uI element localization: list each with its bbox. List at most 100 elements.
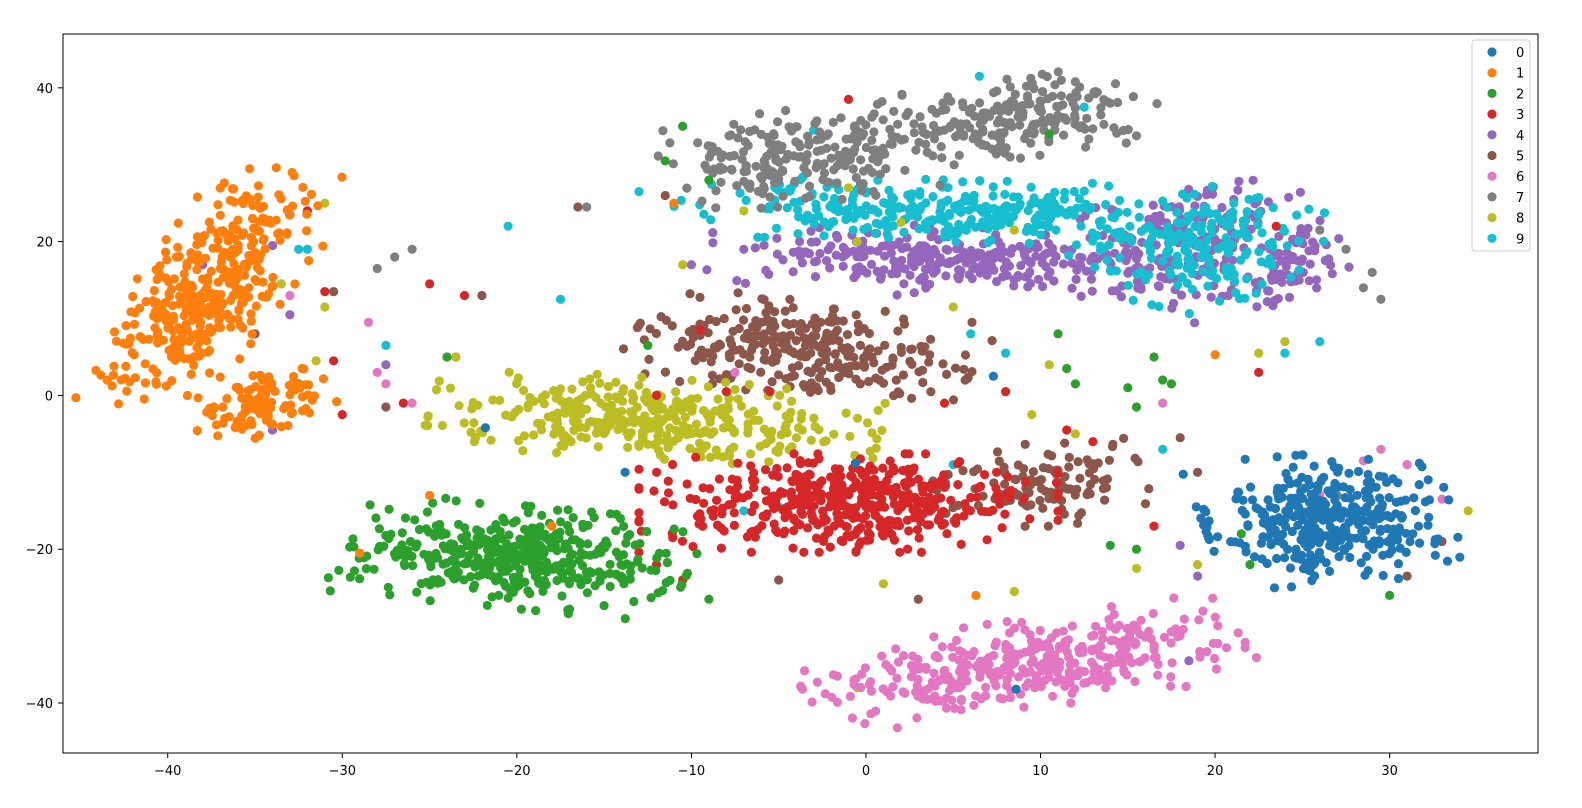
point (1417, 462, 1427, 472)
point (891, 644, 901, 654)
point (1069, 186, 1079, 197)
point (266, 403, 276, 413)
point (1437, 494, 1447, 504)
point (355, 574, 365, 584)
point (1026, 182, 1036, 192)
point (1363, 469, 1373, 480)
point (784, 122, 794, 132)
point (1064, 250, 1074, 260)
point (1073, 518, 1083, 529)
point (972, 252, 982, 262)
point (811, 256, 822, 266)
point (1076, 291, 1086, 301)
x-tick-label: 10 (1032, 764, 1049, 779)
point (467, 404, 477, 414)
point (263, 412, 273, 423)
point (138, 334, 148, 344)
point (1420, 497, 1430, 507)
point (781, 374, 791, 384)
point (1062, 363, 1072, 374)
point (1190, 318, 1200, 328)
point (980, 255, 991, 265)
point (1309, 461, 1319, 471)
point (1015, 120, 1025, 130)
point (1298, 450, 1308, 460)
point (918, 377, 928, 388)
point (1101, 199, 1111, 210)
point (499, 566, 509, 577)
point (912, 713, 922, 723)
point (772, 249, 783, 259)
point (773, 332, 783, 342)
point (1037, 69, 1047, 79)
point (810, 313, 820, 323)
point (1271, 221, 1281, 231)
point (816, 145, 826, 155)
point (1272, 553, 1282, 564)
point (234, 306, 244, 316)
point (583, 539, 593, 549)
point (449, 574, 459, 584)
point (483, 540, 493, 550)
point (459, 418, 469, 428)
point (794, 152, 804, 162)
point (274, 228, 284, 238)
point (853, 327, 863, 337)
point (1285, 563, 1296, 573)
point (555, 425, 566, 435)
point (1031, 239, 1041, 249)
point (226, 252, 236, 262)
point (489, 547, 500, 558)
point (951, 237, 961, 247)
point (1019, 702, 1029, 712)
point (164, 345, 174, 355)
point (1009, 281, 1019, 291)
point (987, 130, 997, 140)
point (967, 651, 977, 661)
point (139, 394, 149, 404)
point (642, 526, 652, 537)
point (969, 111, 980, 121)
point (887, 131, 897, 141)
point (682, 479, 692, 489)
point (1281, 468, 1291, 479)
point (487, 592, 497, 602)
point (774, 174, 784, 184)
point (987, 144, 997, 154)
point (151, 297, 162, 307)
point (480, 423, 490, 433)
point (204, 310, 214, 320)
point (1002, 270, 1012, 280)
point (756, 129, 766, 139)
point (1102, 255, 1112, 265)
point (454, 519, 464, 530)
point (1067, 283, 1077, 293)
point (285, 310, 295, 320)
point (1453, 532, 1463, 542)
point (926, 387, 936, 397)
point (736, 125, 746, 135)
point (1042, 94, 1053, 104)
point (628, 395, 638, 406)
point (849, 190, 859, 200)
point (160, 310, 170, 320)
point (759, 181, 769, 192)
point (1014, 672, 1024, 682)
point (619, 521, 629, 532)
point (1315, 225, 1325, 235)
point (1107, 441, 1118, 452)
point (882, 687, 892, 697)
point (891, 375, 901, 385)
point (313, 201, 323, 211)
point (239, 259, 249, 269)
point (334, 565, 344, 576)
point (1134, 199, 1144, 209)
point (1430, 550, 1440, 560)
point (728, 326, 738, 336)
point (634, 464, 644, 474)
point (1234, 176, 1244, 186)
point (817, 476, 827, 486)
point (1110, 79, 1121, 89)
point (660, 190, 670, 201)
point (535, 522, 545, 532)
